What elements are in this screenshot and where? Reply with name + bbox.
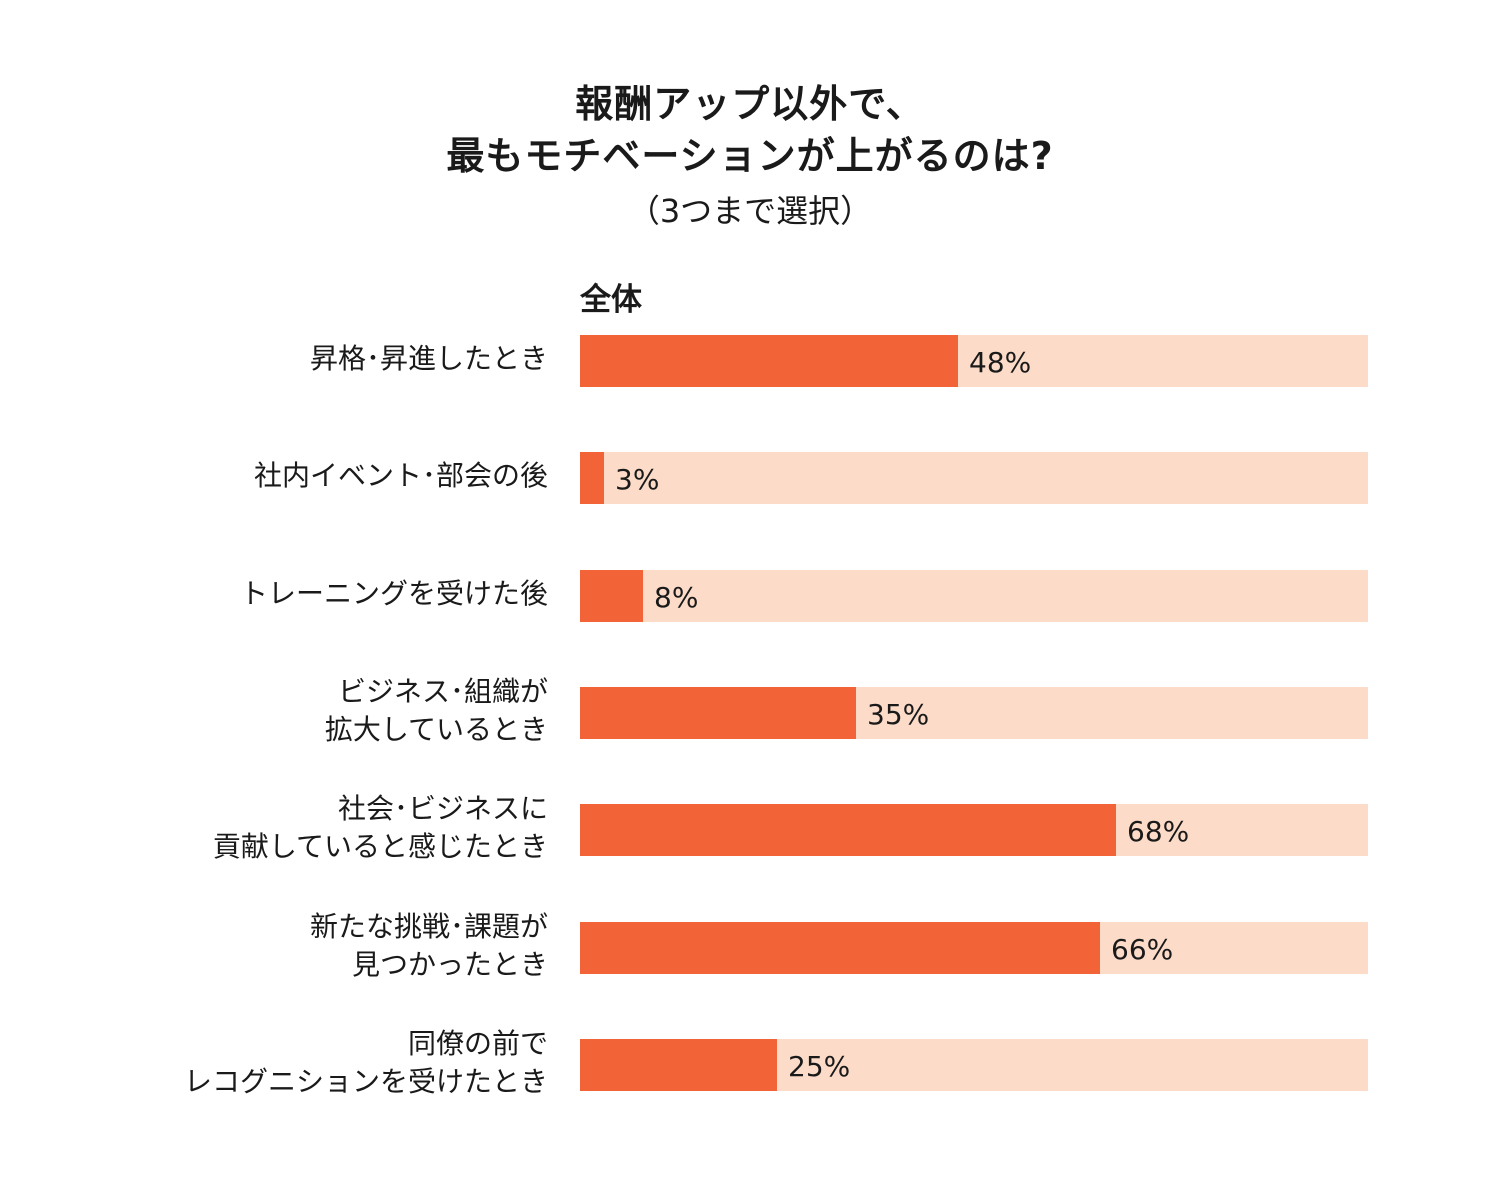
bar-track: 66% bbox=[580, 922, 1368, 974]
category-label-line: 社内イベント･部会の後 bbox=[253, 459, 548, 492]
category-label: 新たな挑戦･課題が見つかったとき bbox=[310, 908, 548, 984]
bar-row: 新たな挑戦･課題が見つかったとき 66% bbox=[0, 910, 1500, 981]
value-label: 48% bbox=[969, 346, 1032, 379]
category-label-line: ビジネス･組織が bbox=[337, 675, 548, 708]
category-label: トレーニングを受けた後 bbox=[240, 575, 548, 613]
value-label: 35% bbox=[867, 698, 930, 731]
value-label: 8% bbox=[654, 581, 699, 614]
title-line-1: 報酬アップ以外で、 bbox=[575, 82, 925, 126]
category-label: ビジネス･組織が拡大しているとき bbox=[325, 673, 548, 749]
chart-title: 報酬アップ以外で、 最もモチベーションが上がるのは? （3つまで選択） bbox=[0, 78, 1500, 234]
bar-row: ビジネス･組織が拡大しているとき 35% bbox=[0, 675, 1500, 746]
bar-track: 25% bbox=[580, 1039, 1368, 1091]
bar bbox=[580, 804, 1116, 856]
category-label-line: 見つかったとき bbox=[351, 948, 548, 981]
bar-track: 68% bbox=[580, 804, 1368, 856]
bar bbox=[580, 570, 643, 622]
category-label: 同僚の前でレコグニションを受けたとき bbox=[184, 1025, 548, 1101]
category-label-line: 貢献していると感じたとき bbox=[212, 830, 548, 863]
category-label-line: トレーニングを受けた後 bbox=[239, 577, 548, 610]
bar-track: 48% bbox=[580, 335, 1368, 387]
bar-track: 35% bbox=[580, 687, 1368, 739]
category-label-line: 昇格･昇進したとき bbox=[309, 342, 548, 375]
category-label: 社会･ビジネスに貢献していると感じたとき bbox=[213, 790, 548, 866]
bar-track: 3% bbox=[580, 452, 1368, 504]
bar bbox=[580, 687, 856, 739]
bar bbox=[580, 452, 604, 504]
series-label: 全体 bbox=[580, 282, 642, 318]
bar-row: 社内イベント･部会の後 3% bbox=[0, 452, 1500, 504]
value-label: 3% bbox=[615, 463, 660, 496]
category-label-line: 新たな挑戦･課題が bbox=[309, 910, 548, 943]
value-label: 68% bbox=[1127, 815, 1190, 848]
category-label-line: 同僚の前で bbox=[407, 1027, 548, 1060]
category-label: 昇格･昇進したとき bbox=[310, 340, 548, 378]
bar-row: 社会･ビジネスに貢献していると感じたとき 68% bbox=[0, 792, 1500, 863]
bar bbox=[580, 1039, 777, 1091]
bar bbox=[580, 335, 958, 387]
chart-subtitle: （3つまで選択） bbox=[627, 192, 873, 230]
bar bbox=[580, 922, 1100, 974]
value-label: 25% bbox=[788, 1050, 851, 1083]
bar-row: トレーニングを受けた後 8% bbox=[0, 570, 1500, 622]
category-label-line: 拡大しているとき bbox=[324, 713, 548, 746]
bar-row: 昇格･昇進したとき 48% bbox=[0, 335, 1500, 387]
bar-row: 同僚の前でレコグニションを受けたとき 25% bbox=[0, 1027, 1500, 1098]
category-label: 社内イベント･部会の後 bbox=[254, 457, 548, 495]
category-label-line: レコグニションを受けたとき bbox=[183, 1065, 548, 1098]
title-line-2: 最もモチベーションが上がるのは? bbox=[446, 134, 1054, 178]
bar-track: 8% bbox=[580, 570, 1368, 622]
category-label-line: 社会･ビジネスに bbox=[337, 792, 548, 825]
value-label: 66% bbox=[1111, 933, 1174, 966]
